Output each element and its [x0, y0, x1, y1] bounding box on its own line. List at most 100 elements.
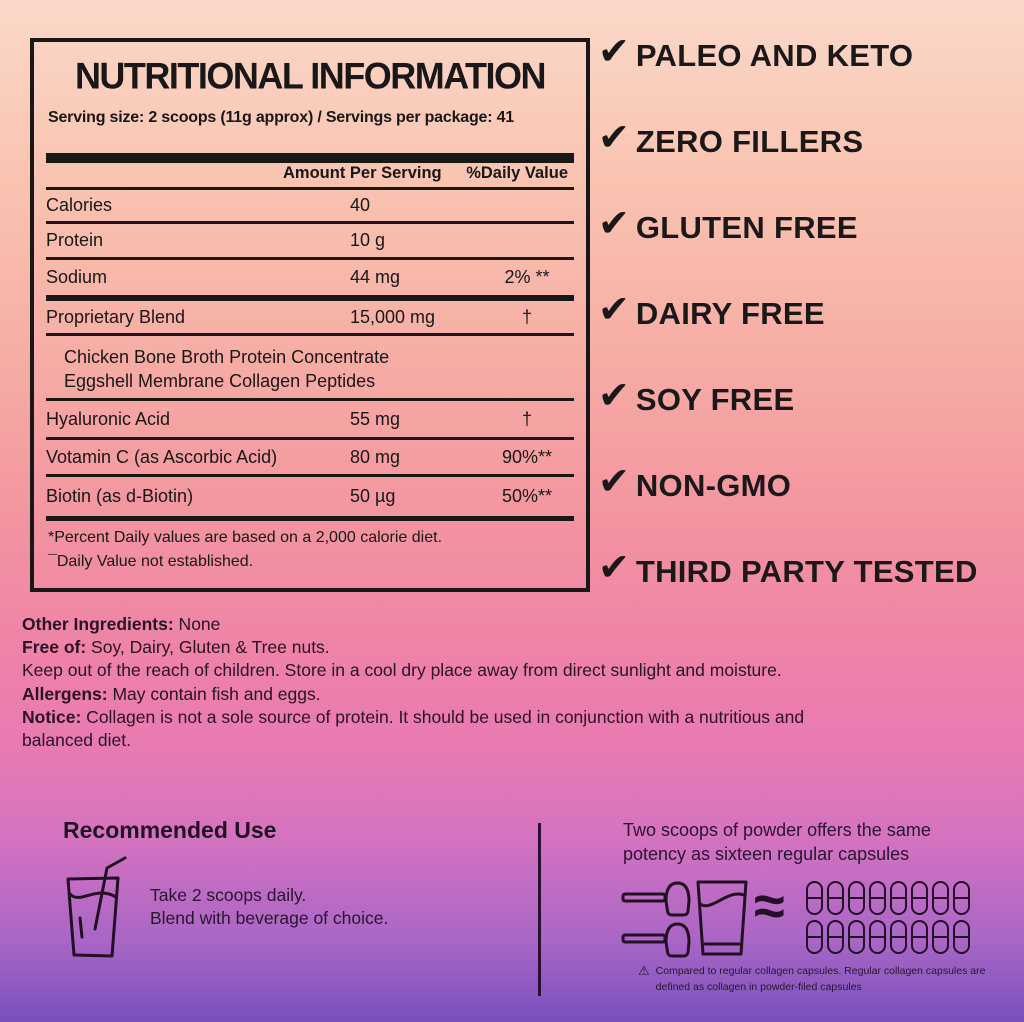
badge-label: PALEO AND KETO — [635, 38, 914, 73]
nutrient-name: Calories — [46, 195, 113, 215]
checkmark-icon: ✔ — [598, 461, 630, 503]
note-label: Notice: — [22, 706, 82, 727]
column-header-amount: Amount Per Serving — [283, 164, 442, 182]
badge-soy-free: ✔ SOY FREE — [598, 375, 978, 417]
column-header-daily-value: %Daily Value — [466, 164, 568, 182]
nutrient-name: Hyaluronic Acid — [46, 408, 171, 429]
nutrient-amount: 10 g — [350, 230, 386, 250]
capsule-icon — [890, 920, 907, 954]
note-line: Other Ingredients: None — [22, 614, 221, 634]
badge-dairy-free: ✔ DAIRY FREE — [598, 289, 978, 331]
nutrition-subingredients: Chicken Bone Broth Protein Concentrate Eg… — [46, 336, 574, 401]
panel-title: NUTRITIONAL INFORMATION — [74, 53, 547, 97]
nutrient-daily-value: 90%** — [501, 446, 553, 467]
capsule-icon — [848, 920, 865, 954]
nutrient-name: Proprietary Blend — [46, 306, 186, 327]
nutrient-name: Votamin C (as Ascorbic Acid) — [46, 446, 278, 467]
note-line: Notice: Collagen is not a sole source of… — [22, 706, 805, 727]
equivalence-text: Two scoops of powder offers the same pot… — [623, 818, 931, 866]
badge-paleo-and-keto: ✔ PALEO AND KETO — [598, 31, 978, 73]
badge-gluten-free: ✔ GLUTEN FREE — [598, 203, 978, 245]
table-header-row: Amount Per Serving %Daily Value — [46, 163, 574, 190]
footnote-line-2: defined as collagen in powder-filed caps… — [655, 981, 862, 993]
usage-line-1: Take 2 scoops daily. — [150, 885, 307, 905]
checkmark-icon: ✔ — [598, 31, 630, 73]
equivalence-footnote: ⚠ Compared to regular collagen capsules.… — [638, 963, 985, 995]
equivalence-line-1: Two scoops of powder offers the same — [623, 820, 931, 840]
panel-footnote-line: *Percent Daily values are based on a 2,0… — [48, 529, 443, 546]
capsule-icon — [827, 881, 844, 915]
note-line: Keep out of the reach of children. Store… — [22, 660, 782, 681]
panel-footnotes: *Percent Daily values are based on a 2,0… — [46, 521, 574, 573]
nutrient-amount: 50 µg — [350, 486, 396, 506]
capsule-icon — [953, 881, 970, 915]
checkmark-icon: ✔ — [598, 375, 630, 417]
capsule-row — [806, 881, 970, 915]
scoop-icons — [621, 881, 691, 958]
nutrition-row-protein: Protein 10 g — [46, 224, 574, 260]
note-label: Free of: — [22, 637, 87, 658]
note-line: Free of: Soy, Dairy, Gluten & Tree nuts. — [22, 637, 330, 658]
nutrition-row-sodium: Sodium 44 mg 2% ** — [46, 260, 574, 301]
capsule-icon — [806, 881, 823, 915]
nutrition-facts-panel: NUTRITIONAL INFORMATION Serving size: 2 … — [30, 38, 590, 592]
glass-icon — [696, 880, 748, 956]
footnote-text: Compared to regular collagen capsules. R… — [656, 963, 986, 995]
glass-with-straw-icon — [66, 856, 127, 958]
checkmark-icon: ✔ — [598, 117, 630, 159]
benefit-checklist: ✔ PALEO AND KETO ✔ ZERO FILLERS ✔ GLUTEN FREE… — [598, 31, 978, 642]
vertical-divider — [538, 823, 541, 996]
badge-label: SOY FREE — [635, 382, 795, 417]
badge-label: DAIRY FREE — [635, 296, 825, 331]
nutrition-row-calories: Calories 40 — [46, 190, 574, 224]
recommended-use-heading: Recommended Use — [63, 817, 277, 843]
nutrient-amount: 55 mg — [350, 408, 401, 429]
note-line: Allergens: May contain fish and eggs. — [22, 683, 321, 704]
nutrient-daily-value: 50%** — [501, 486, 553, 506]
capsule-icon — [848, 881, 865, 915]
capsule-icon — [911, 920, 928, 954]
nutrient-amount: 40 — [350, 195, 371, 215]
capsule-icon — [827, 920, 844, 954]
nutrient-name: Protein — [46, 230, 104, 250]
badge-zero-fillers: ✔ ZERO FILLERS — [598, 117, 978, 159]
badge-label: NON-GMO — [635, 468, 792, 503]
nutrient-amount: 44 mg — [350, 267, 401, 287]
capsule-icon — [953, 920, 970, 954]
badge-non-gmo: ✔ NON-GMO — [598, 461, 978, 503]
badge-label: GLUTEN FREE — [635, 210, 858, 245]
nutrient-daily-value: † — [521, 306, 532, 327]
usage-line-2: Blend with beverage of choice. — [150, 907, 389, 928]
capsule-icon — [932, 920, 949, 954]
other-ingredients-notes: Other Ingredients: None Free of: Soy, Dai… — [22, 613, 942, 752]
nutrient-name: Biotin (as d-Biotin) — [46, 486, 194, 506]
footnote-line-1: Compared to regular collagen capsules. R… — [655, 965, 986, 977]
nutrient-amount: 15,000 mg — [350, 306, 436, 327]
warning-triangle-icon: ⚠ — [638, 963, 650, 978]
badge-label: THIRD PARTY TESTED — [635, 554, 978, 589]
nutrition-row-proprietary-blend: Proprietary Blend 15,000 mg † — [46, 301, 574, 336]
subingredient-line: Chicken Bone Broth Protein Concentrate — [64, 347, 390, 367]
checkmark-icon: ✔ — [598, 203, 630, 245]
capsule-icon — [806, 920, 823, 954]
badge-label: ZERO FILLERS — [635, 124, 864, 159]
nutrition-row-votamin-c-as-ascorbic-acid: Votamin C (as Ascorbic Acid) 80 mg 90%** — [46, 440, 574, 477]
thick-divider-bar — [46, 153, 574, 163]
capsule-icon — [869, 920, 886, 954]
checkmark-icon: ✔ — [598, 547, 630, 589]
checkmark-icon: ✔ — [598, 289, 630, 331]
nutrition-row-hyaluronic-acid: Hyaluronic Acid 55 mg † — [46, 401, 574, 440]
capsule-icon — [911, 881, 928, 915]
nutrient-amount: 80 mg — [350, 446, 401, 467]
capsule-icon — [932, 881, 949, 915]
nutrient-daily-value: 2% ** — [504, 267, 550, 287]
equivalence-line-2: potency as sixteen regular capsules — [623, 844, 910, 864]
capsule-row — [806, 920, 970, 954]
subingredient-line: Eggshell Membrane Collagen Peptides — [64, 371, 376, 391]
note-line: balanced diet. — [22, 730, 131, 751]
capsule-grid — [806, 881, 970, 959]
nutrient-name: Sodium — [46, 267, 108, 287]
badge-third-party-tested: ✔ THIRD PARTY TESTED — [598, 547, 978, 589]
capsule-icon — [869, 881, 886, 915]
